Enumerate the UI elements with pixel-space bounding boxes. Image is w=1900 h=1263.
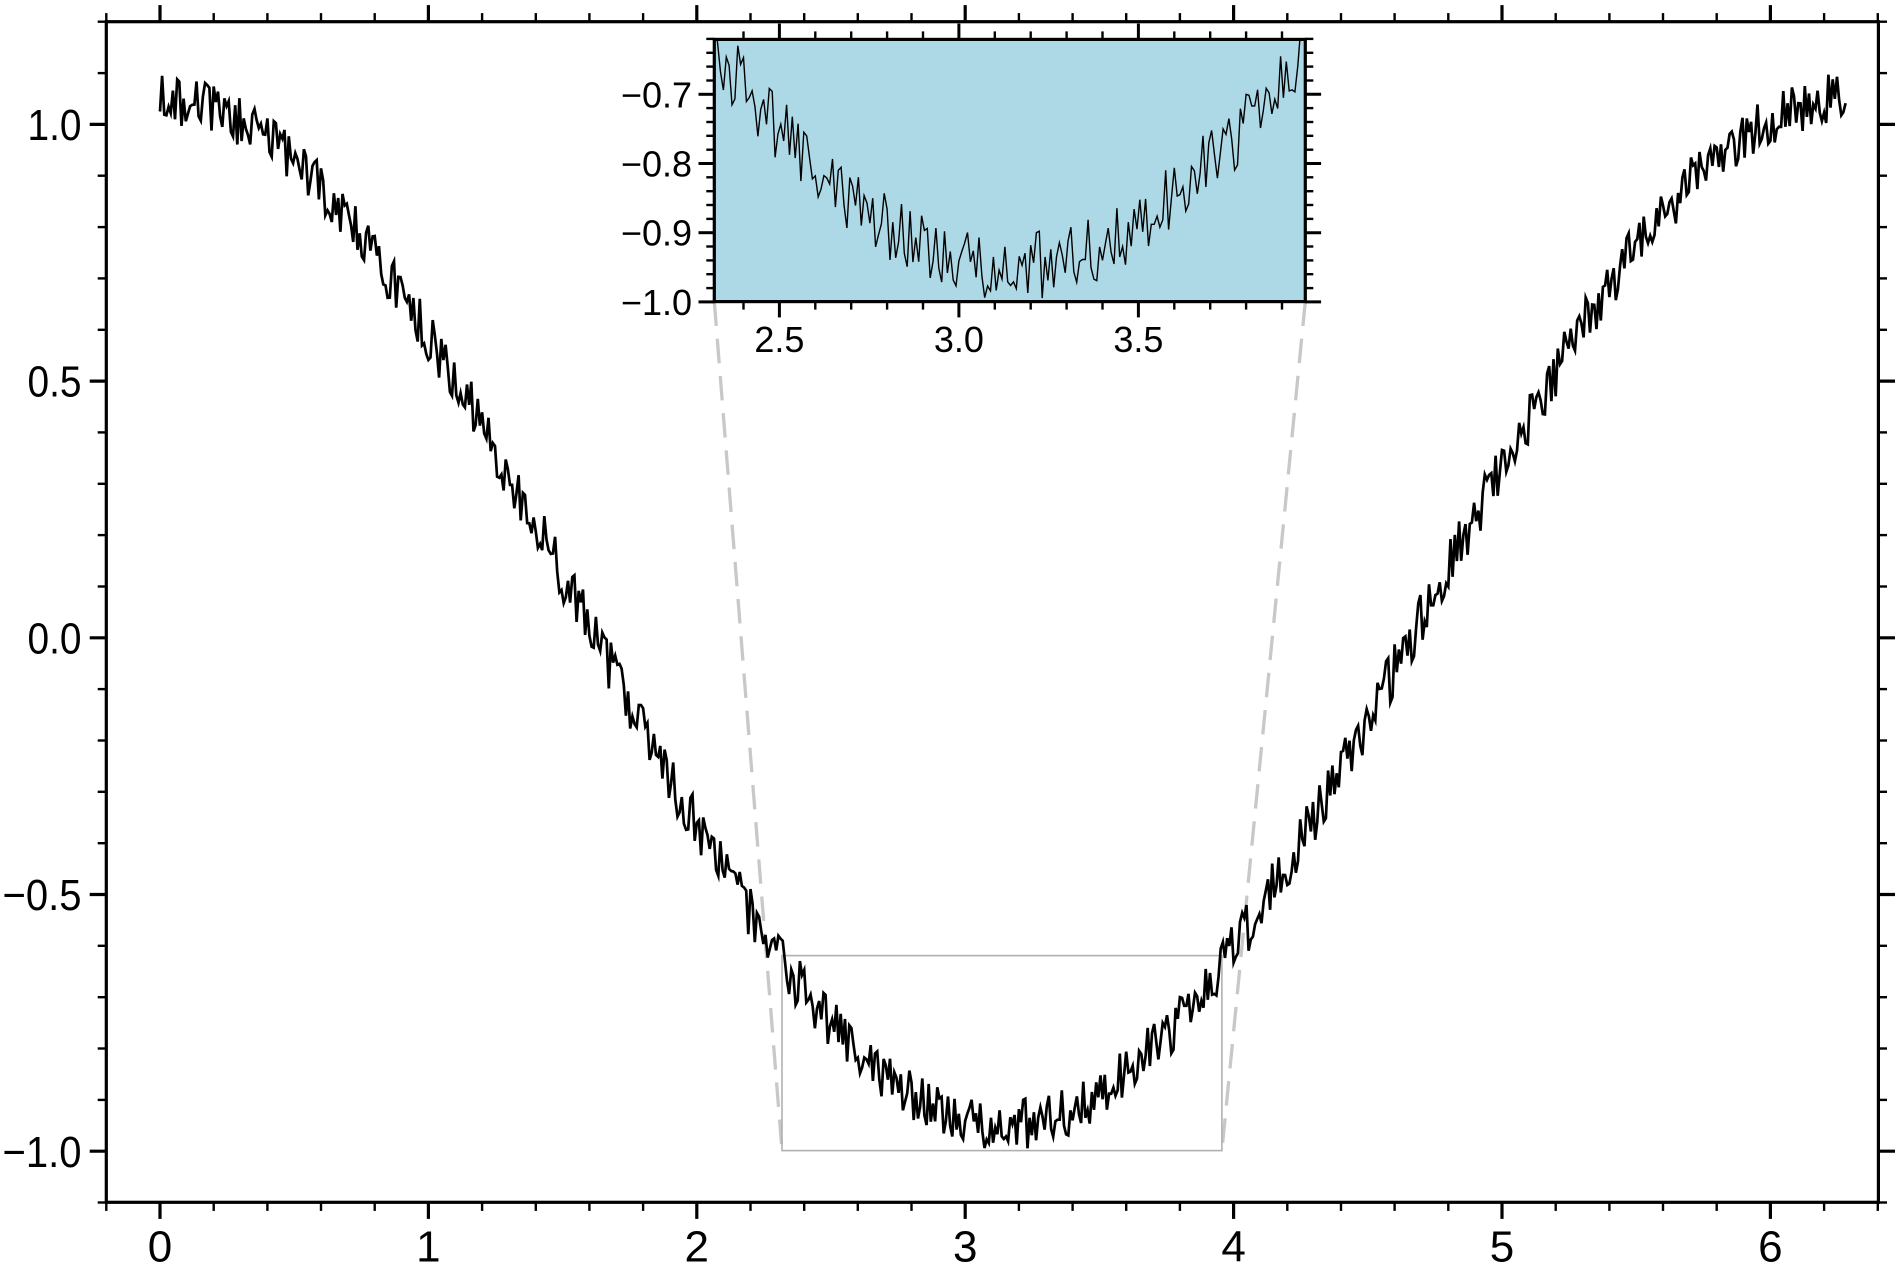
svg-text:−0.7: −0.7 (621, 74, 692, 115)
svg-text:0: 0 (148, 1222, 172, 1263)
svg-text:1: 1 (416, 1222, 440, 1263)
svg-text:5: 5 (1490, 1222, 1514, 1263)
svg-text:3.5: 3.5 (1113, 319, 1163, 360)
svg-text:2: 2 (685, 1222, 709, 1263)
svg-text:−1.0: −1.0 (621, 282, 692, 323)
svg-text:3: 3 (953, 1222, 977, 1263)
svg-text:6: 6 (1758, 1222, 1782, 1263)
svg-text:−1.0: −1.0 (3, 1128, 82, 1177)
svg-text:4: 4 (1221, 1222, 1245, 1263)
svg-text:1.0: 1.0 (28, 101, 82, 150)
svg-text:−0.9: −0.9 (621, 213, 692, 254)
svg-text:−0.8: −0.8 (621, 144, 692, 185)
svg-text:2.5: 2.5 (754, 319, 804, 360)
svg-text:−0.5: −0.5 (3, 871, 82, 920)
svg-text:3.0: 3.0 (934, 319, 984, 360)
svg-text:0.5: 0.5 (28, 358, 82, 407)
svg-text:0.0: 0.0 (28, 614, 82, 663)
